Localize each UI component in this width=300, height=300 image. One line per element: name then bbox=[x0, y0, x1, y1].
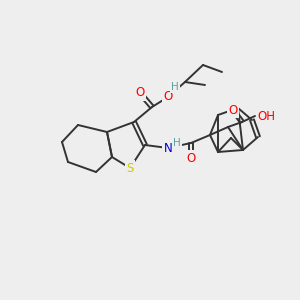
Text: N: N bbox=[164, 142, 172, 154]
Text: O: O bbox=[186, 152, 196, 164]
Text: S: S bbox=[126, 161, 134, 175]
Text: O: O bbox=[228, 103, 238, 116]
Text: H: H bbox=[171, 82, 179, 92]
Text: H: H bbox=[173, 138, 181, 148]
Text: O: O bbox=[135, 86, 145, 100]
Text: O: O bbox=[164, 91, 172, 103]
Text: OH: OH bbox=[257, 110, 275, 122]
